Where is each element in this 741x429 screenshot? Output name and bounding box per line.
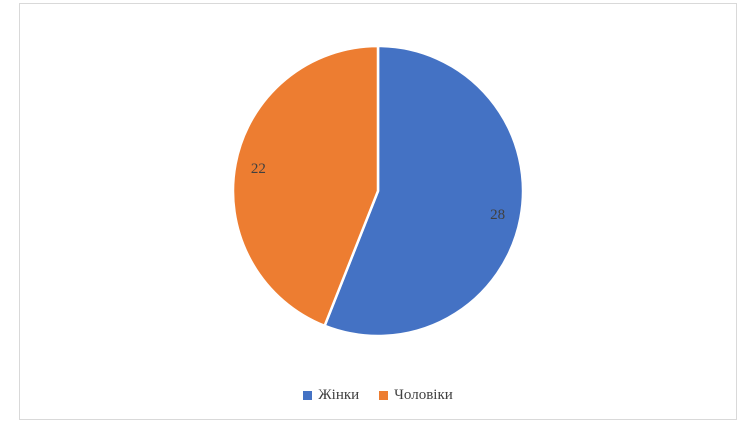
pie-chart: 28 22: [231, 44, 525, 338]
data-label-0: 28: [490, 207, 505, 223]
legend-item-0: Жінки: [303, 387, 359, 404]
legend-label: Чоловіки: [394, 386, 453, 403]
chart-legend: Жінки Чоловіки: [20, 385, 736, 405]
chart-frame: 28 22 Жінки Чоловіки: [19, 3, 737, 420]
legend-swatch-icon: [303, 390, 313, 400]
pie-slice-1: [231, 44, 380, 328]
legend-item-1: Чоловіки: [379, 387, 453, 404]
legend-label: Жінки: [318, 386, 360, 403]
pie-slice-0: [323, 44, 525, 338]
legend-swatch-icon: [379, 390, 389, 400]
data-label-1: 22: [251, 161, 266, 177]
